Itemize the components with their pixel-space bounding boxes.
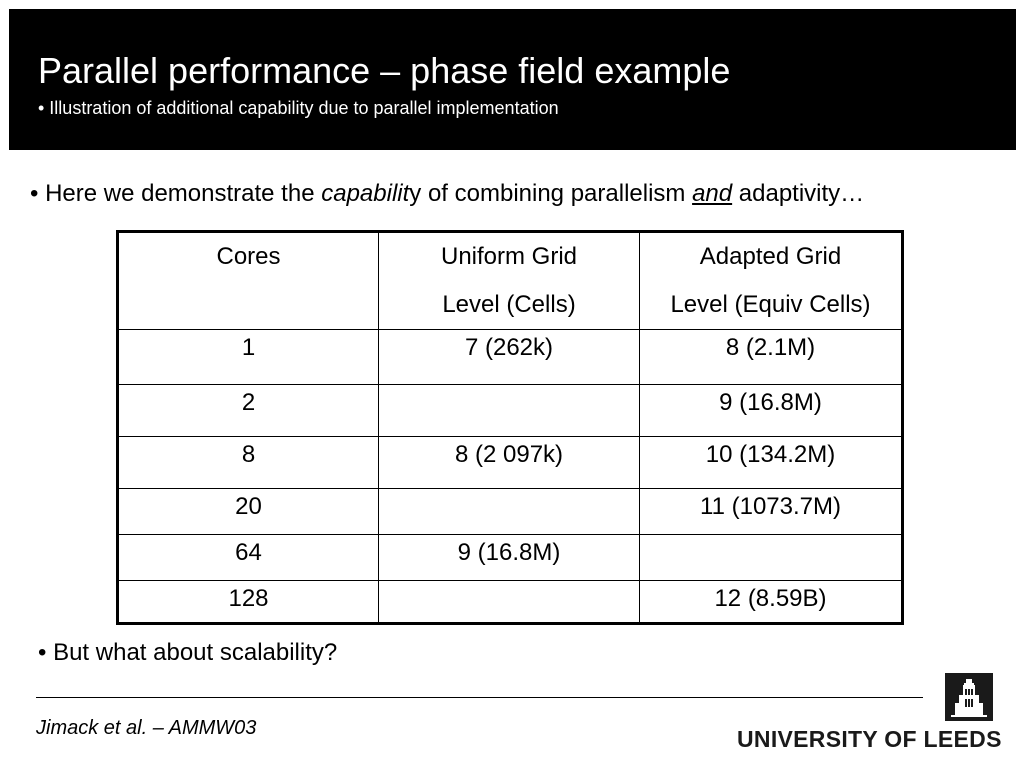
cell-uniform (378, 488, 640, 535)
header-cores: Cores (117, 231, 379, 330)
cell-cores: 64 (117, 534, 379, 581)
table-row: 2 9 (16.8M) (117, 384, 903, 437)
cell-adapted: 8 (2.1M) (639, 329, 903, 385)
header-uniform-grid: Uniform Grid Level (Cells) (378, 231, 640, 330)
cell-cores: 8 (117, 436, 379, 489)
slide-subtitle: • Illustration of additional capability … (38, 98, 559, 118)
performance-table: Cores Uniform Grid Level (Cells) Adapted … (116, 230, 904, 625)
cell-uniform: 9 (16.8M) (378, 534, 640, 581)
cell-adapted: 10 (134.2M) (639, 436, 903, 489)
intro-prefix: • Here we demonstrate the (30, 180, 322, 207)
table-header-row: Cores Uniform Grid Level (Cells) Adapted … (117, 231, 903, 330)
header-adapted-grid: Adapted Grid Level (Equiv Cells) (639, 231, 903, 330)
intro-bullet: • Here we demonstrate the capability of … (30, 178, 864, 210)
cell-cores: 128 (117, 580, 379, 624)
table-row: 64 9 (16.8M) (117, 534, 903, 581)
cell-adapted (639, 534, 903, 581)
table-row: 128 12 (8.59B) (117, 580, 903, 624)
footer-citation: Jimack et al. – AMMW03 (36, 717, 257, 739)
cell-uniform (378, 384, 640, 437)
university-logo-text: UNIVERSITY OF LEEDS (737, 726, 1002, 752)
university-building-icon (945, 673, 993, 721)
table-row: 1 7 (262k) 8 (2.1M) (117, 329, 903, 385)
title-banner: Parallel performance – phase field examp… (9, 9, 1016, 150)
intro-suffix: adaptivity… (732, 180, 865, 207)
cell-adapted: 12 (8.59B) (639, 580, 903, 624)
footer-divider (36, 697, 923, 698)
table-row: 8 8 (2 097k) 10 (134.2M) (117, 436, 903, 489)
cell-uniform (378, 580, 640, 624)
table-row: 20 11 (1073.7M) (117, 488, 903, 535)
cell-uniform: 8 (2 097k) (378, 436, 640, 489)
cell-uniform: 7 (262k) (378, 329, 640, 385)
cell-cores: 1 (117, 329, 379, 385)
intro-middle: of combining parallelism (421, 180, 693, 207)
intro-emphasis: capabilit (321, 180, 410, 207)
cell-cores: 2 (117, 384, 379, 437)
scalability-bullet: • But what about scalability? (38, 639, 338, 666)
cell-adapted: 11 (1073.7M) (639, 488, 903, 535)
intro-underlined: and (692, 180, 733, 207)
slide-title: Parallel performance – phase field examp… (38, 50, 731, 91)
cell-cores: 20 (117, 488, 379, 535)
intro-emphasis-rest: y (409, 180, 422, 207)
cell-adapted: 9 (16.8M) (639, 384, 903, 437)
